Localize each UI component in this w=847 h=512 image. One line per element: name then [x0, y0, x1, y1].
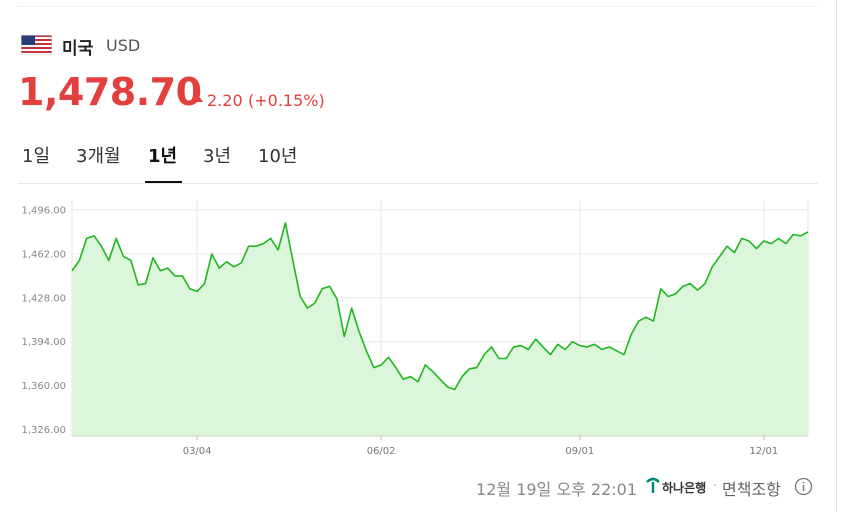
timestamp: 12월 19일 오후 22:01 [476, 480, 637, 499]
y-tick-label: 1,326.00 [21, 425, 66, 436]
tab[interactable]: 10년 [258, 146, 298, 167]
tab[interactable]: 3개월 [76, 146, 121, 167]
area-fill [72, 222, 808, 436]
bank-name: 하나은행 [662, 481, 707, 495]
currency: USD [106, 36, 141, 55]
y-tick-label: 1,428.00 [21, 293, 66, 304]
y-tick-label: 1,462.00 [21, 249, 66, 260]
y-tick-label: 1,496.00 [21, 206, 66, 217]
tab[interactable]: 1년 [148, 146, 178, 167]
change-percent: (+0.15%) [248, 91, 325, 110]
y-tick-label: 1,394.00 [21, 337, 66, 348]
x-tick-label: 06/02 [367, 446, 396, 457]
tab[interactable]: 1일 [22, 146, 51, 167]
active-tab-underline [145, 181, 182, 183]
disclaimer[interactable]: 면책조항 [722, 480, 781, 499]
flag-icon [21, 35, 52, 55]
up-arrow [193, 95, 203, 102]
tab-divider [18, 183, 818, 184]
rate-line [71, 222, 809, 391]
country: 미국 [62, 39, 94, 59]
chart: 1,326.00 1,360.00 1,394.00 1,428.00 1,462.00… [21, 200, 809, 457]
separator-dot: · [713, 478, 718, 494]
x-tick-label: 12/01 [749, 446, 778, 457]
price: 1,478.70 [18, 70, 202, 114]
x-tick-label: 09/01 [565, 446, 594, 457]
bank-logo [646, 477, 660, 493]
change: 2.20 [207, 91, 243, 110]
top-divider [18, 6, 818, 7]
side-border [836, 0, 837, 512]
info-icon[interactable] [794, 477, 813, 496]
y-tick-label: 1,360.00 [21, 381, 66, 392]
x-tick-label: 03/04 [183, 446, 212, 457]
tab[interactable]: 3년 [203, 146, 232, 167]
